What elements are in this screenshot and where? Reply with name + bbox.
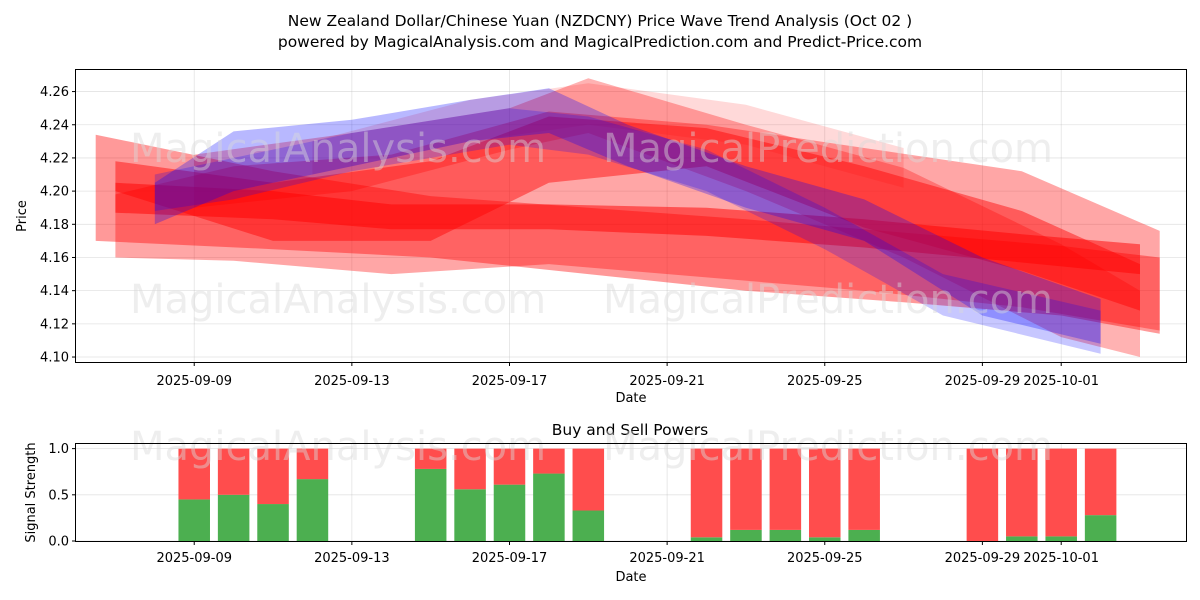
price-axes: 2025-09-09 2025-09-13 2025-09-17 2025-09-21… xyxy=(15,85,1099,406)
price-y-tick-label: 4.20 xyxy=(40,185,69,200)
price-gridlines xyxy=(76,70,1186,362)
sell-bar xyxy=(769,448,802,530)
buy-bar xyxy=(769,529,802,541)
red-wave-band xyxy=(95,134,1160,334)
signal-x-tick-label: 2025-09-17 xyxy=(472,551,548,566)
buy-bar xyxy=(178,499,210,541)
red-wave-band xyxy=(194,78,1140,358)
watermark-text: MagicalPrediction.com xyxy=(603,424,1053,470)
signal-y-axis-label: Signal Strength xyxy=(24,442,39,542)
price-y-tick-label: 4.18 xyxy=(40,218,69,233)
buy-bar xyxy=(414,468,447,541)
signal-x-axis-label: Date xyxy=(615,570,646,585)
buy-bar xyxy=(848,529,880,541)
signal-chart-title: Buy and Sell Powers xyxy=(552,421,709,439)
buy-bar xyxy=(1084,515,1117,541)
signal-plot-frame xyxy=(75,443,1187,542)
price-x-tick-label: 2025-09-21 xyxy=(629,374,705,389)
sell-bar xyxy=(848,448,880,530)
sell-bar xyxy=(966,448,999,541)
buy-bar xyxy=(217,494,250,541)
sell-bar xyxy=(572,448,605,511)
signal-y-tick-label: 0.5 xyxy=(48,488,69,503)
red-wave-band xyxy=(115,111,1160,331)
sell-bar xyxy=(1045,448,1077,537)
price-y-axis-label: Price xyxy=(15,200,30,232)
sell-bar xyxy=(454,448,486,490)
watermark-text: MagicalAnalysis.com xyxy=(130,126,546,172)
price-x-tick-label: 2025-09-17 xyxy=(472,374,548,389)
chart-title-line1: New Zealand Dollar/Chinese Yuan (NZDCNY)… xyxy=(288,12,912,30)
price-y-tick-label: 4.10 xyxy=(40,351,69,366)
signal-x-tick-label: 2025-09-21 xyxy=(629,551,705,566)
watermark-text: MagicalAnalysis.com xyxy=(130,424,546,470)
buy-bar xyxy=(533,473,565,541)
signal-bars xyxy=(178,448,1117,541)
price-y-tick-label: 4.22 xyxy=(40,151,69,166)
price-y-tick-label: 4.24 xyxy=(40,118,69,133)
buy-bar xyxy=(572,510,605,541)
sell-bar xyxy=(690,448,723,538)
buy-bar xyxy=(454,489,486,541)
sell-bar xyxy=(217,448,250,495)
price-y-tick-label: 4.26 xyxy=(40,85,69,100)
signal-x-tick-label: 2025-09-09 xyxy=(156,551,232,566)
red-wave-band xyxy=(115,182,1140,275)
buy-bar xyxy=(296,479,329,541)
signal-y-tick-label: 1.0 xyxy=(48,442,69,457)
watermark-text: MagicalAnalysis.com xyxy=(130,277,546,323)
price-x-tick-label: 2025-09-09 xyxy=(156,374,232,389)
signal-x-tick-label: 2025-09-13 xyxy=(314,551,390,566)
blue-wave-band xyxy=(154,108,1101,354)
sell-bar xyxy=(808,448,841,538)
price-x-tick-label: 2025-09-13 xyxy=(314,374,390,389)
price-watermarks: MagicalAnalysis.com MagicalPrediction.com… xyxy=(130,126,1053,323)
price-x-tick-label: 2025-10-01 xyxy=(1023,374,1099,389)
price-x-tick-label: 2025-09-29 xyxy=(945,374,1021,389)
signal-x-tick-label: 2025-10-01 xyxy=(1023,551,1099,566)
watermark-text: MagicalPrediction.com xyxy=(603,277,1053,323)
sell-bar xyxy=(533,448,565,474)
sell-bar xyxy=(493,448,526,485)
sell-bar xyxy=(1084,448,1117,516)
sell-bar xyxy=(414,448,447,469)
buy-bar xyxy=(257,504,289,541)
chart-title-line2: powered by MagicalAnalysis.com and Magic… xyxy=(278,33,922,51)
sell-bar xyxy=(178,448,210,500)
signal-x-tick-label: 2025-09-25 xyxy=(787,551,863,566)
signal-y-tick-label: 0.0 xyxy=(48,535,69,550)
buy-bar xyxy=(690,537,723,541)
price-x-tick-label: 2025-09-25 xyxy=(787,374,863,389)
price-wave-bands xyxy=(95,78,1160,358)
blue-wave-band xyxy=(154,88,1101,344)
price-y-tick-label: 4.14 xyxy=(40,284,69,299)
buy-bar xyxy=(808,537,841,541)
watermark-text: MagicalPrediction.com xyxy=(603,126,1053,172)
price-x-axis-label: Date xyxy=(615,391,646,406)
buy-bar xyxy=(1045,536,1077,541)
red-wave-band xyxy=(312,83,904,188)
price-plot-frame xyxy=(75,69,1187,363)
buy-bar xyxy=(730,529,762,541)
price-y-tick-label: 4.12 xyxy=(40,317,69,332)
buy-bar xyxy=(1006,536,1038,541)
signal-axes: 2025-09-09 2025-09-13 2025-09-17 2025-09-21… xyxy=(24,442,1099,585)
sell-bar xyxy=(730,448,762,530)
signal-watermarks: MagicalAnalysis.com MagicalPrediction.com xyxy=(130,424,1053,470)
sell-bar xyxy=(1006,448,1038,537)
sell-bar xyxy=(296,448,329,480)
sell-bar xyxy=(257,448,289,505)
price-y-tick-label: 4.16 xyxy=(40,251,69,266)
buy-bar xyxy=(493,484,526,541)
signal-x-tick-label: 2025-09-29 xyxy=(945,551,1021,566)
